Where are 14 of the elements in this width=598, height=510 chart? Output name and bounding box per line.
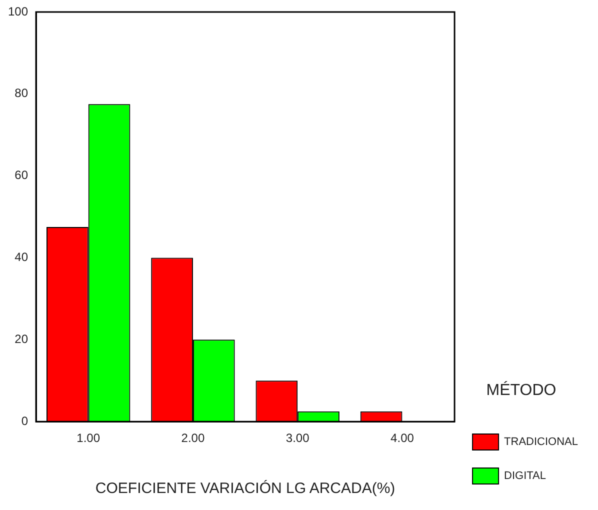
y-tick-label: 0 [21,414,28,428]
legend-title: MÉTODO [486,381,556,400]
y-tick-label: 40 [14,250,28,264]
x-tick-label: 3.00 [286,431,310,446]
y-tick-label: 60 [14,168,28,182]
y-tick-label: 20 [14,332,28,346]
x-tick-label: 4.00 [390,431,414,446]
x-tick-label: 2.00 [181,431,205,446]
x-axis-title: COEFICIENTE VARIACIÓN LG ARCADA(%) [95,479,396,498]
y-tick-label: 80 [14,86,28,100]
y-tick-label: 100 [8,4,28,18]
legend-label: DIGITAL [504,470,546,482]
legend-label: TRADICIONAL [504,436,578,448]
x-tick-label: 1.00 [76,431,100,446]
